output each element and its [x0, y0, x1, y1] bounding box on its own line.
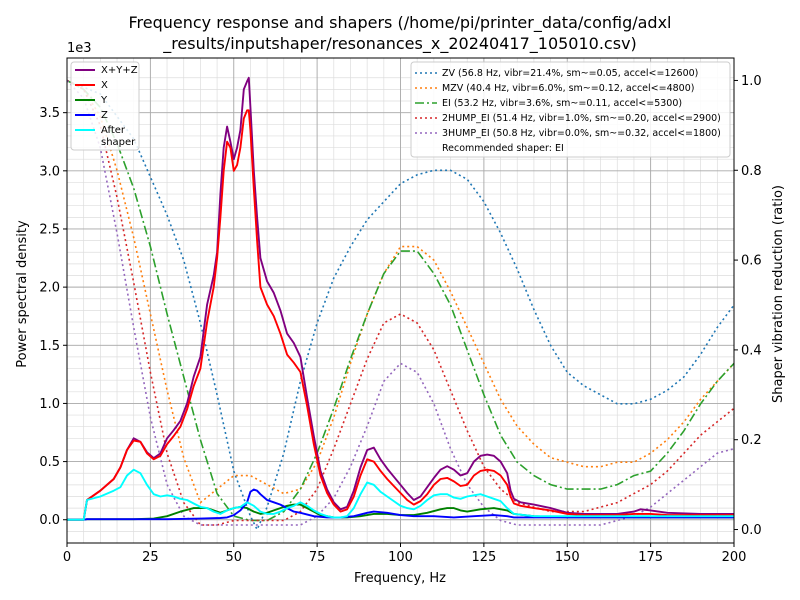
legend-shaper-box	[410, 61, 731, 158]
y-multiplier-label: 1e3	[67, 41, 92, 56]
legend-psd: X+Y+Z XYZ After shaper	[70, 61, 140, 151]
x-tick-label: 0	[63, 550, 71, 565]
x-tick-label: 25	[142, 550, 159, 565]
y-tick-label: 1.5	[39, 339, 60, 354]
y-tick-label: 3.0	[39, 164, 60, 179]
legend-psd-label-2: Y	[100, 95, 108, 106]
legend-shaper: ZV (56.8 Hz, vibr=21.4%, sm~=0.05, accel…	[410, 61, 731, 158]
legend-psd-label-line: shaper	[101, 137, 136, 148]
legend-shaper-label-1: MZV (40.4 Hz, vibr=6.0%, sm~=0.12, accel…	[442, 83, 694, 94]
chart-title-line2: _results/inputshaper/resonances_x_202404…	[162, 34, 637, 54]
legend-shaper-label-4: 3HUMP_EI (50.8 Hz, vibr=0.0%, sm~=0.32, …	[442, 128, 721, 139]
legend-psd-label-0: X+Y+Z	[101, 65, 138, 76]
x-tick-label: 125	[471, 550, 496, 565]
legend-shaper-label-3: 2HUMP_EI (51.4 Hz, vibr=1.0%, sm~=0.20, …	[442, 113, 721, 124]
psd-line-1	[67, 109, 734, 521]
recommended-shaper-label: Recommended shaper: EI	[442, 143, 564, 154]
y-axis-title: Power spectral density	[15, 220, 30, 368]
y-tick-label: 0.5	[39, 455, 60, 470]
x-tick-label: 150	[555, 550, 580, 565]
y2-tick-label: 0.8	[741, 164, 762, 179]
y-tick-label: 2.5	[39, 222, 60, 237]
legend-psd-label-4: After shaper	[101, 125, 136, 148]
y-tick-label: 1.0	[39, 397, 60, 412]
y2-tick-label: 1.0	[741, 74, 762, 89]
axes: 0 25 50 75 100 125 150 175 200 0.0 0.5 1.0 1.5 2.0 2.5…	[39, 74, 761, 565]
y2-tick-label: 0.0	[741, 523, 762, 538]
legend-psd-label-line: After	[101, 125, 126, 136]
legend-psd-label-1: X	[101, 80, 108, 91]
grid	[66, 58, 735, 543]
legend-shaper-label-2: EI (53.2 Hz, vibr=3.6%, sm~=0.11, accel<…	[442, 98, 682, 109]
y-tick-label: 3.5	[39, 106, 60, 121]
psd-curves	[67, 76, 734, 521]
y2-tick-label: 0.2	[741, 433, 762, 448]
chart-title-line1: Frequency response and shapers (/home/pi…	[128, 13, 671, 33]
legend-psd-label-3: Z	[101, 110, 108, 121]
x-axis-title: Frequency, Hz	[354, 571, 446, 586]
y2-tick-label: 0.4	[741, 343, 762, 358]
y-tick-label: 0.0	[39, 513, 60, 528]
x-tick-label: 175	[638, 550, 663, 565]
x-tick-label: 50	[225, 550, 242, 565]
y2-axis-title: Shaper vibration reduction (ratio)	[771, 185, 786, 403]
shaper-curves	[66, 79, 735, 532]
y-tick-label: 2.0	[39, 281, 60, 296]
legend-shaper-label-0: ZV (56.8 Hz, vibr=21.4%, sm~=0.05, accel…	[442, 68, 698, 79]
x-tick-label: 100	[388, 550, 413, 565]
shaper-line-2	[66, 79, 735, 522]
y2-tick-label: 0.6	[741, 254, 762, 269]
psd-line-0	[67, 76, 734, 521]
psd-line-4	[67, 468, 734, 521]
x-tick-label: 200	[722, 550, 747, 565]
psd-line-3	[67, 488, 734, 521]
x-tick-label: 75	[309, 550, 326, 565]
shaper-line-0	[66, 79, 735, 532]
